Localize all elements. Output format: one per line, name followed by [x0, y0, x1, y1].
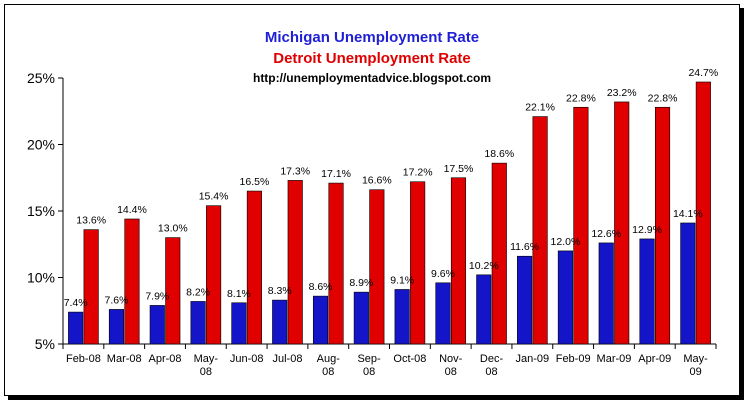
data-label-detroit: 13.0%	[158, 223, 188, 235]
y-tick-label: 25%	[27, 70, 55, 86]
data-label-detroit: 22.8%	[648, 92, 678, 104]
data-label-michigan: 10.2%	[469, 260, 499, 272]
bar-michigan	[312, 295, 329, 345]
x-tick-label: 08	[363, 366, 375, 378]
bar-detroit	[287, 180, 303, 345]
data-label-michigan: 12.0%	[551, 236, 581, 248]
data-label-michigan: 12.9%	[632, 224, 662, 236]
bar-michigan	[598, 242, 614, 345]
bar-detroit	[450, 177, 467, 345]
x-tick-label: May-	[683, 353, 708, 365]
data-label-michigan: 12.6%	[591, 228, 621, 240]
bar-detroit	[206, 205, 222, 345]
bar-detroit	[328, 182, 344, 345]
data-label-michigan: 8.9%	[349, 277, 373, 289]
bar-michigan	[435, 282, 451, 345]
x-tick-label: Sep-	[357, 353, 381, 365]
x-tick-label: Mar-08	[107, 353, 142, 365]
bar-michigan	[639, 238, 655, 345]
data-label-detroit: 13.6%	[76, 215, 106, 227]
chart: Michigan Unemployment Rate Detroit Unempl…	[27, 29, 718, 378]
y-tick-label: 20%	[27, 137, 55, 153]
data-label-michigan: 7.6%	[105, 294, 129, 306]
bar-detroit	[246, 190, 262, 345]
bar-detroit	[83, 229, 99, 345]
data-label-detroit: 17.3%	[280, 165, 310, 177]
x-tick-label: 08	[485, 366, 497, 378]
bar-detroit	[573, 106, 589, 345]
bar-michigan	[517, 255, 533, 345]
bar-michigan	[476, 274, 492, 345]
x-tick-label: Apr-08	[149, 353, 182, 365]
data-label-michigan: 11.6%	[510, 241, 539, 253]
data-label-detroit: 17.2%	[403, 167, 433, 179]
data-label-michigan: 14.1%	[673, 208, 703, 220]
x-tick-label: 09	[689, 366, 701, 378]
data-label-detroit: 22.8%	[566, 92, 596, 104]
data-label-michigan: 8.2%	[186, 286, 210, 298]
bar-michigan	[680, 222, 696, 345]
chart-frame: Michigan Unemployment Rate Detroit Unempl…	[4, 4, 740, 396]
x-tick-label: Aug-	[317, 353, 341, 365]
bar-michigan	[68, 311, 84, 345]
x-tick-label: 08	[322, 366, 334, 378]
data-label-michigan: 7.4%	[64, 297, 88, 309]
x-tick-label: May-	[194, 353, 219, 365]
y-tick-label: 5%	[35, 336, 55, 352]
data-label-michigan: 8.6%	[309, 281, 333, 293]
bar-detroit	[532, 116, 548, 345]
bar-michigan	[272, 299, 288, 345]
y-tick-label: 15%	[27, 203, 55, 219]
x-tick-label: Jun-08	[230, 353, 264, 365]
data-label-detroit: 24.7%	[688, 67, 718, 79]
x-tick-label: Nov-	[439, 353, 463, 365]
chart-title-michigan: Michigan Unemployment Rate	[265, 29, 479, 46]
data-label-michigan: 9.6%	[431, 268, 455, 280]
y-tick-label: 10%	[27, 270, 55, 286]
data-label-michigan: 7.9%	[145, 290, 169, 302]
bar-detroit	[124, 218, 140, 345]
bar-detroit	[614, 101, 630, 345]
data-label-detroit: 18.6%	[484, 148, 514, 160]
data-label-detroit: 23.2%	[607, 87, 637, 99]
bar-detroit	[165, 237, 181, 345]
data-label-detroit: 16.5%	[240, 176, 270, 188]
chart-subtitle-url: http://unemploymentadvice.blogspot.com	[253, 71, 491, 85]
bar-detroit	[369, 189, 385, 345]
data-label-detroit: 16.6%	[362, 175, 392, 187]
data-label-detroit: 17.5%	[444, 163, 474, 175]
data-label-detroit: 22.1%	[525, 102, 555, 114]
bar-detroit	[410, 181, 426, 345]
x-tick-label: Apr-09	[638, 353, 671, 365]
bar-detroit	[695, 81, 711, 345]
bar-michigan	[190, 301, 206, 345]
x-tick-label: Dec-	[480, 353, 504, 365]
x-tick-label: Feb-08	[66, 353, 101, 365]
x-tick-label: Feb-09	[556, 353, 591, 365]
x-tick-label: Jul-08	[272, 353, 302, 365]
data-label-michigan: 8.3%	[268, 285, 292, 297]
chart-title-detroit: Detroit Unemployment Rate	[273, 50, 471, 67]
x-tick-label: 08	[445, 366, 457, 378]
bar-michigan	[557, 250, 573, 345]
bar-detroit	[491, 162, 507, 345]
data-label-michigan: 9.1%	[390, 274, 414, 286]
x-tick-label: Mar-09	[597, 353, 632, 365]
data-label-michigan: 8.1%	[227, 288, 251, 300]
bar-michigan	[149, 305, 165, 345]
bar-michigan	[108, 309, 125, 345]
bar-michigan	[231, 302, 247, 345]
x-tick-label: 08	[200, 366, 212, 378]
data-label-detroit: 14.4%	[117, 204, 147, 216]
bar-michigan	[353, 291, 369, 345]
data-label-detroit: 15.4%	[199, 191, 229, 203]
x-tick-label: Oct-08	[393, 353, 426, 365]
x-tick-label: Jan-09	[516, 353, 550, 365]
bar-michigan	[394, 289, 410, 345]
bar-detroit	[654, 106, 671, 345]
data-label-detroit: 17.1%	[321, 168, 351, 180]
